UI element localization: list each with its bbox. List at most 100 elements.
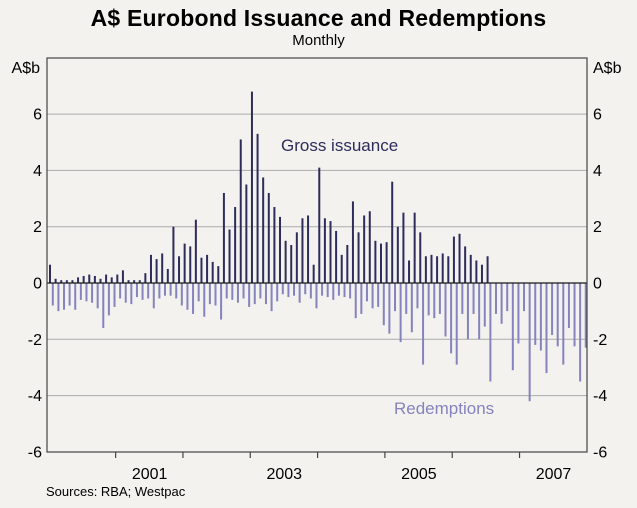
y-tick-label-right: -2 bbox=[593, 332, 607, 349]
redemption-bar bbox=[208, 283, 211, 305]
redemption-bar bbox=[186, 283, 189, 310]
redemption-bar bbox=[158, 283, 161, 299]
issuance-bar bbox=[88, 274, 91, 283]
redemption-bar bbox=[102, 283, 105, 329]
issuance-bar bbox=[250, 91, 253, 284]
issuance-bar bbox=[290, 245, 293, 283]
redemption-bar bbox=[332, 283, 335, 300]
issuance-bar bbox=[166, 268, 169, 283]
issuance-bar bbox=[452, 236, 455, 283]
issuance-bar bbox=[127, 280, 130, 283]
redemption-bar bbox=[545, 283, 548, 374]
issuance-bar bbox=[480, 264, 483, 283]
issuance-bar bbox=[133, 280, 136, 283]
x-axis-year-label: 2003 bbox=[266, 466, 302, 483]
redemption-bar bbox=[354, 283, 357, 319]
redemption-bar bbox=[91, 283, 94, 303]
redemption-bar bbox=[551, 283, 554, 336]
issuance-bar bbox=[396, 226, 399, 283]
redemption-bar bbox=[450, 283, 453, 354]
issuance-bar bbox=[391, 181, 394, 283]
redemption-bar bbox=[276, 283, 279, 302]
issuance-bar bbox=[267, 192, 270, 283]
redemption-bar bbox=[225, 283, 228, 299]
issuance-bar bbox=[77, 277, 80, 283]
issuance-bar bbox=[436, 256, 439, 283]
issuance-bar bbox=[323, 218, 326, 283]
redemption-bar bbox=[579, 283, 582, 382]
redemption-bar bbox=[343, 283, 346, 298]
redemption-bar bbox=[51, 283, 54, 306]
issuance-bar bbox=[447, 256, 450, 283]
redemption-bar bbox=[584, 283, 587, 348]
issuance-bar bbox=[469, 254, 472, 283]
issuance-bar bbox=[60, 280, 63, 283]
redemption-bar bbox=[85, 283, 88, 302]
plot-frame bbox=[46, 57, 588, 453]
y-tick-label-left: -6 bbox=[28, 444, 42, 461]
redemption-bar bbox=[74, 283, 77, 310]
issuance-bar bbox=[82, 275, 85, 283]
redemption-bar bbox=[466, 283, 469, 340]
redemption-bar bbox=[483, 283, 486, 327]
issuance-bar bbox=[149, 254, 152, 283]
redemption-bar bbox=[270, 283, 273, 312]
y-tick-label-left: -4 bbox=[28, 388, 42, 405]
issuance-bar bbox=[172, 226, 175, 283]
issuance-bar bbox=[307, 215, 310, 283]
redemption-bar bbox=[433, 283, 436, 319]
redemption-bar bbox=[231, 283, 234, 300]
issuance-bar bbox=[430, 254, 433, 283]
issuance-bar bbox=[385, 242, 388, 283]
chart-title: A$ Eurobond Issuance and Redemptions bbox=[90, 5, 547, 31]
redemption-bar bbox=[107, 283, 110, 316]
issuance-bar bbox=[71, 280, 74, 283]
x-axis-year-label: 2007 bbox=[536, 466, 572, 483]
issuance-bar bbox=[138, 280, 141, 283]
redemption-bar bbox=[405, 283, 408, 314]
redemption-bar bbox=[175, 283, 178, 299]
redemption-bar bbox=[124, 283, 127, 303]
redemption-bar bbox=[416, 283, 419, 309]
issuance-bar bbox=[178, 256, 181, 283]
issuance-bar bbox=[121, 270, 124, 283]
y-tick-label-right: -6 bbox=[593, 444, 607, 461]
redemption-bar bbox=[113, 283, 116, 307]
redemption-bar bbox=[141, 283, 144, 300]
issuance-bar bbox=[239, 139, 242, 283]
issuance-bar bbox=[49, 264, 51, 283]
y-axis-unit-right: A$b bbox=[593, 60, 622, 77]
redemption-bar bbox=[539, 283, 542, 351]
issuance-bar bbox=[295, 232, 298, 283]
redemption-bar bbox=[63, 283, 66, 310]
x-axis-year-label: 2001 bbox=[132, 466, 168, 483]
redemption-bar bbox=[365, 283, 368, 302]
redemption-bar bbox=[242, 283, 245, 299]
redemption-bar bbox=[388, 283, 391, 334]
redemption-bar bbox=[410, 283, 413, 333]
issuance-bar bbox=[105, 274, 108, 283]
issuance-bar bbox=[54, 278, 57, 283]
issuance-bar bbox=[256, 133, 259, 283]
issuance-bar bbox=[211, 261, 214, 283]
redemption-bar bbox=[534, 283, 537, 345]
issuance-bar bbox=[424, 256, 427, 283]
redemption-bar bbox=[293, 283, 296, 296]
issuance-bar bbox=[279, 216, 282, 283]
y-axis-unit-left: A$b bbox=[11, 60, 40, 77]
redemption-bar bbox=[169, 283, 172, 296]
redemption-bar bbox=[455, 283, 458, 365]
redemption-bar bbox=[130, 283, 133, 305]
y-tick-label-left: 4 bbox=[33, 163, 42, 180]
issuance-bar bbox=[206, 254, 209, 283]
redemption-bar bbox=[304, 283, 307, 295]
issuance-bar bbox=[408, 260, 411, 283]
x-axis-year-label: 2005 bbox=[401, 466, 437, 483]
issuance-bar bbox=[116, 274, 119, 283]
issuance-bar bbox=[65, 280, 68, 283]
y-tick-label-right: 4 bbox=[593, 163, 602, 180]
redemption-bar bbox=[528, 283, 531, 402]
issuance-bar bbox=[155, 259, 158, 283]
redemption-bar bbox=[382, 283, 385, 326]
issuance-bar bbox=[234, 207, 237, 283]
